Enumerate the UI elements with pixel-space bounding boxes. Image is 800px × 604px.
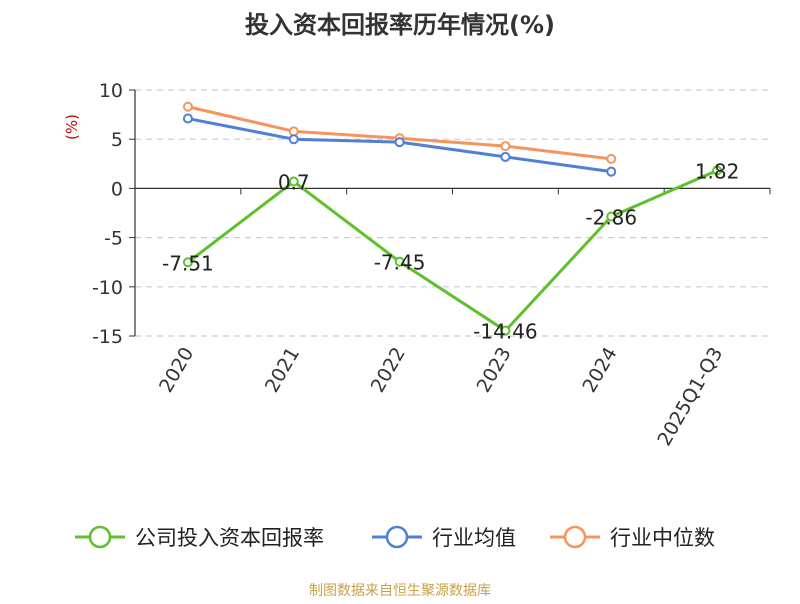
y-tick-label: -15: [92, 326, 123, 348]
y-tick-label: -5: [104, 228, 123, 250]
data-label: -14.46: [473, 320, 537, 344]
x-tick-label: 2020: [155, 344, 198, 397]
data-point: [394, 137, 405, 148]
data-point: [288, 176, 299, 187]
legend-swatch-marker: [563, 525, 587, 549]
x-tick-label: 2022: [367, 344, 410, 397]
y-tick-label: 0: [111, 178, 123, 200]
series-line: [187, 105, 612, 161]
data-point: [500, 151, 511, 162]
y-tick-label: 5: [111, 129, 123, 151]
data-point: [606, 166, 617, 177]
data-label: 1.82: [695, 159, 740, 183]
x-tick-label: 2021: [261, 344, 304, 397]
series: [182, 101, 723, 336]
x-tick-label: 2023: [473, 343, 516, 396]
legend-swatch-marker: [88, 525, 112, 549]
source-note: 制图数据来自恒生聚源数据库: [309, 583, 491, 599]
legend-swatch-marker: [385, 525, 409, 549]
legend-label: 行业中位数: [610, 526, 715, 550]
data-point: [288, 134, 299, 145]
legend-label: 公司投入资本回报率: [135, 526, 324, 550]
data-point: [288, 126, 299, 137]
y-axis-label: (%): [63, 114, 81, 140]
series-line: [187, 169, 718, 333]
data-point: [606, 211, 617, 222]
x-tick-label: 2025Q1-Q3: [653, 344, 727, 450]
legend-item: 行业中位数: [550, 525, 715, 550]
data-label: -7.51: [162, 251, 214, 275]
legend-item: 行业均值: [372, 525, 516, 550]
y-tick-label: 10: [99, 80, 123, 102]
grid: [135, 89, 770, 337]
legend-item: 公司投入资本回报率: [75, 525, 324, 550]
data-point: [712, 165, 723, 176]
chart-title: 投入资本回报率历年情况(%): [245, 11, 555, 39]
data-label: 0.7: [278, 171, 310, 195]
data-point: [500, 325, 511, 336]
data-label: -2.86: [585, 206, 637, 230]
legend-label: 行业均值: [432, 526, 516, 550]
data-label: -7.45: [374, 251, 426, 275]
y-tick-label: -10: [92, 277, 123, 299]
data-point: [182, 257, 193, 268]
data-point: [606, 153, 617, 164]
data-point: [182, 101, 193, 112]
data-point: [500, 141, 511, 152]
legend: 公司投入资本回报率 行业均值 行业中位数: [75, 525, 715, 550]
x-tick-label: 2024: [578, 344, 621, 397]
data-point: [182, 113, 193, 124]
data-point: [394, 256, 405, 267]
data-labels: -7.51 0.7 -7.45 -14.46 -2.86 1.82: [162, 159, 739, 343]
